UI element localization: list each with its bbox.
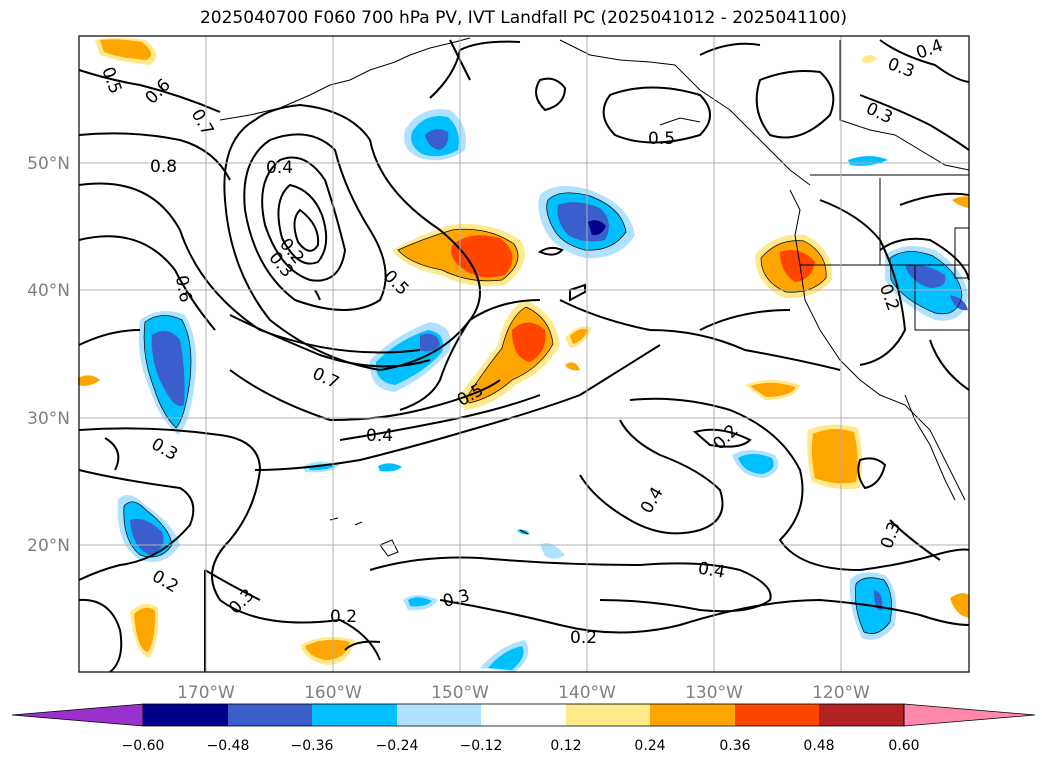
colorbar-tick-label: −0.60 xyxy=(122,738,165,754)
lon-tick-label: 170°W xyxy=(177,683,235,703)
colorbar-segment xyxy=(566,704,650,726)
colorbar-tick-label: 0.48 xyxy=(803,738,834,754)
colorbar-segment xyxy=(312,704,397,726)
blue-blob xyxy=(378,463,402,472)
orange-blob xyxy=(952,196,969,208)
colorbar-extend-low xyxy=(11,703,144,727)
map-border xyxy=(78,35,970,673)
lon-tick-label: 130°W xyxy=(685,683,743,703)
blue-blob xyxy=(420,333,440,352)
orange-blob xyxy=(134,607,156,652)
orange-blob xyxy=(780,249,815,282)
orange-blob xyxy=(512,322,546,362)
colorbar-tick-label: −0.48 xyxy=(207,738,250,754)
lat-tick-label: 50°N xyxy=(27,154,70,174)
blue-blob xyxy=(130,518,164,555)
orange-blob xyxy=(451,235,513,278)
blue-blob xyxy=(950,295,968,311)
colorbar-tick-label: 0.24 xyxy=(634,738,665,754)
map-title: 2025040700 F060 700 hPa PV, IVT Landfall… xyxy=(199,8,847,28)
colorbar-segment xyxy=(481,704,566,726)
blue-blob xyxy=(874,590,883,611)
colorbar-extend-high xyxy=(903,703,1036,727)
colorbar-tick-label: 0.12 xyxy=(550,738,581,754)
colorbar-tick-label: −0.24 xyxy=(376,738,419,754)
orange-blob xyxy=(570,328,588,344)
colorbar-tick-label: 0.60 xyxy=(888,738,919,754)
colorbar-segment xyxy=(143,704,228,726)
lon-tick-label: 120°W xyxy=(812,683,870,703)
contour-label: 0.2 xyxy=(330,607,357,627)
orange-blob xyxy=(950,593,969,618)
lon-axis: 170°W 160°W 150°W 140°W 130°W 120°W xyxy=(177,683,870,703)
orange-blob xyxy=(862,55,877,63)
contour-label: 0.6 xyxy=(171,274,195,304)
blue-blob xyxy=(151,331,185,407)
contour-label: 0.8 xyxy=(150,157,177,177)
lat-tick-label: 40°N xyxy=(27,281,70,301)
lat-tick-label: 30°N xyxy=(27,409,70,429)
orange-blob xyxy=(305,639,350,660)
blue-blob xyxy=(488,646,524,670)
blue-blob xyxy=(425,129,449,150)
colorbar: −0.60 −0.48 −0.36 −0.24 −0.12 0.12 0.24 … xyxy=(11,703,1036,754)
colorbar-segment xyxy=(819,704,904,726)
orange-blob xyxy=(100,39,152,60)
blue-blob xyxy=(408,597,432,607)
fill-outlines xyxy=(123,192,963,634)
lon-tick-label: 140°W xyxy=(558,683,616,703)
contour-label: 0.2 xyxy=(570,628,597,648)
colorbar-segment xyxy=(397,704,481,726)
colorbar-segment xyxy=(650,704,735,726)
blue-blob xyxy=(588,220,606,236)
blue-blob xyxy=(738,454,774,474)
colorbar-segment xyxy=(735,704,819,726)
lon-tick-label: 150°W xyxy=(431,683,489,703)
lon-tick-label: 160°W xyxy=(304,683,362,703)
lat-axis: 50°N 40°N 30°N 20°N xyxy=(27,154,70,556)
gridlines xyxy=(79,36,969,672)
colorbar-tick-label: −0.12 xyxy=(460,738,503,754)
orange-blob xyxy=(811,428,858,484)
contour-label: 0.4 xyxy=(366,426,393,446)
blue-blob xyxy=(540,542,565,559)
orange-blob xyxy=(78,375,100,386)
colorbar-tick-label: 0.36 xyxy=(719,738,750,754)
contour-label: 0.4 xyxy=(266,158,293,178)
colorbar-tick-label: −0.36 xyxy=(291,738,334,754)
orange-blob xyxy=(565,362,580,371)
contour-label: 0.5 xyxy=(648,129,675,149)
orange-blob xyxy=(750,382,796,397)
lat-tick-label: 20°N xyxy=(27,536,70,556)
contour-label: 0.4 xyxy=(696,558,726,582)
colorbar-segment xyxy=(228,704,312,726)
